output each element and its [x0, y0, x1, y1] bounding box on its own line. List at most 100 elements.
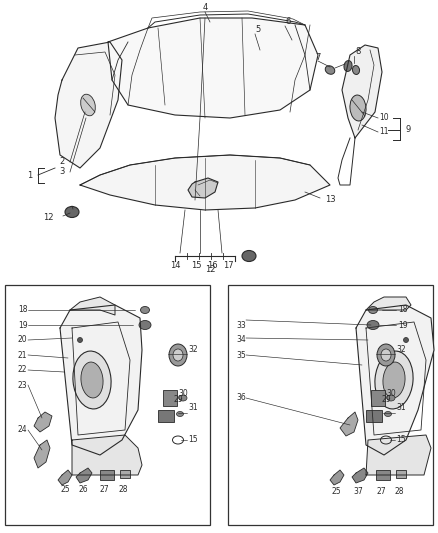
Ellipse shape — [350, 95, 366, 121]
Text: 22: 22 — [18, 366, 28, 375]
Text: 36: 36 — [236, 393, 246, 402]
Ellipse shape — [385, 411, 392, 416]
Polygon shape — [72, 435, 142, 475]
Polygon shape — [188, 178, 218, 198]
Ellipse shape — [387, 395, 395, 401]
Polygon shape — [340, 412, 358, 436]
Bar — [100, 470, 114, 480]
Polygon shape — [80, 155, 330, 210]
Polygon shape — [108, 18, 318, 118]
Ellipse shape — [169, 344, 187, 366]
Text: 7: 7 — [315, 53, 321, 62]
Polygon shape — [34, 440, 50, 468]
Polygon shape — [356, 305, 434, 455]
Polygon shape — [60, 305, 142, 455]
Text: 19: 19 — [18, 320, 28, 329]
Ellipse shape — [383, 362, 405, 398]
Text: 9: 9 — [406, 125, 411, 134]
Text: 25: 25 — [60, 486, 70, 495]
Bar — [376, 470, 390, 480]
Text: 32: 32 — [188, 345, 198, 354]
Text: 31: 31 — [396, 403, 406, 413]
Bar — [396, 470, 406, 478]
Ellipse shape — [65, 206, 79, 217]
Polygon shape — [366, 297, 411, 310]
Ellipse shape — [353, 66, 360, 75]
Ellipse shape — [139, 320, 151, 329]
Ellipse shape — [403, 337, 409, 343]
Bar — [371, 390, 385, 406]
Text: 15: 15 — [191, 262, 201, 271]
Bar — [120, 470, 130, 478]
Bar — [5, 285, 210, 525]
Text: 25: 25 — [331, 488, 341, 497]
Polygon shape — [330, 470, 344, 485]
Ellipse shape — [367, 320, 379, 329]
Ellipse shape — [179, 395, 187, 401]
Text: 28: 28 — [394, 488, 404, 497]
Ellipse shape — [177, 411, 184, 416]
Text: 30: 30 — [386, 389, 396, 398]
Text: 33: 33 — [236, 320, 246, 329]
Bar — [366, 410, 382, 422]
Bar — [163, 390, 177, 406]
Text: 17: 17 — [223, 262, 233, 271]
Text: 10: 10 — [379, 114, 389, 123]
Text: 27: 27 — [99, 486, 109, 495]
Text: 6: 6 — [285, 18, 291, 27]
Text: 27: 27 — [376, 488, 386, 497]
Polygon shape — [58, 470, 72, 485]
Polygon shape — [55, 42, 122, 168]
Text: 12: 12 — [43, 214, 53, 222]
Text: 20: 20 — [18, 335, 28, 344]
Text: 37: 37 — [353, 488, 363, 497]
Text: 2: 2 — [60, 157, 65, 166]
Bar — [158, 410, 174, 422]
Text: 12: 12 — [205, 265, 215, 274]
Polygon shape — [342, 45, 382, 138]
Polygon shape — [352, 468, 368, 483]
Ellipse shape — [377, 344, 395, 366]
Text: 8: 8 — [355, 47, 360, 56]
Ellipse shape — [78, 337, 82, 343]
Ellipse shape — [141, 306, 149, 313]
Ellipse shape — [368, 306, 378, 313]
Text: 18: 18 — [18, 305, 28, 314]
Text: 18: 18 — [398, 305, 407, 314]
Text: 15: 15 — [396, 435, 406, 445]
Text: 15: 15 — [188, 435, 198, 445]
Ellipse shape — [73, 351, 111, 409]
Text: 30: 30 — [178, 389, 188, 398]
Text: 14: 14 — [170, 262, 180, 271]
Text: 29: 29 — [381, 395, 391, 405]
Text: 35: 35 — [236, 351, 246, 359]
Ellipse shape — [344, 61, 352, 71]
Text: 26: 26 — [78, 486, 88, 495]
Text: 21: 21 — [18, 351, 28, 359]
Text: 5: 5 — [255, 26, 261, 35]
Ellipse shape — [375, 351, 413, 409]
Text: 11: 11 — [379, 127, 389, 136]
Text: 3: 3 — [59, 167, 65, 176]
Ellipse shape — [381, 349, 391, 361]
Polygon shape — [70, 297, 115, 315]
Text: 13: 13 — [325, 196, 336, 205]
Bar — [228, 285, 433, 525]
Text: 24: 24 — [18, 425, 28, 434]
Polygon shape — [76, 468, 92, 483]
Ellipse shape — [173, 349, 183, 361]
Text: 19: 19 — [398, 320, 408, 329]
Text: 16: 16 — [207, 262, 217, 271]
Polygon shape — [366, 435, 431, 475]
Text: 32: 32 — [396, 345, 406, 354]
Text: 23: 23 — [18, 381, 28, 390]
Text: 34: 34 — [236, 335, 246, 344]
Ellipse shape — [242, 251, 256, 262]
Ellipse shape — [81, 362, 103, 398]
Text: 28: 28 — [118, 486, 128, 495]
Text: 4: 4 — [202, 4, 208, 12]
Ellipse shape — [325, 66, 335, 74]
Ellipse shape — [81, 94, 95, 116]
Text: 29: 29 — [173, 395, 183, 405]
Text: 1: 1 — [27, 171, 32, 180]
